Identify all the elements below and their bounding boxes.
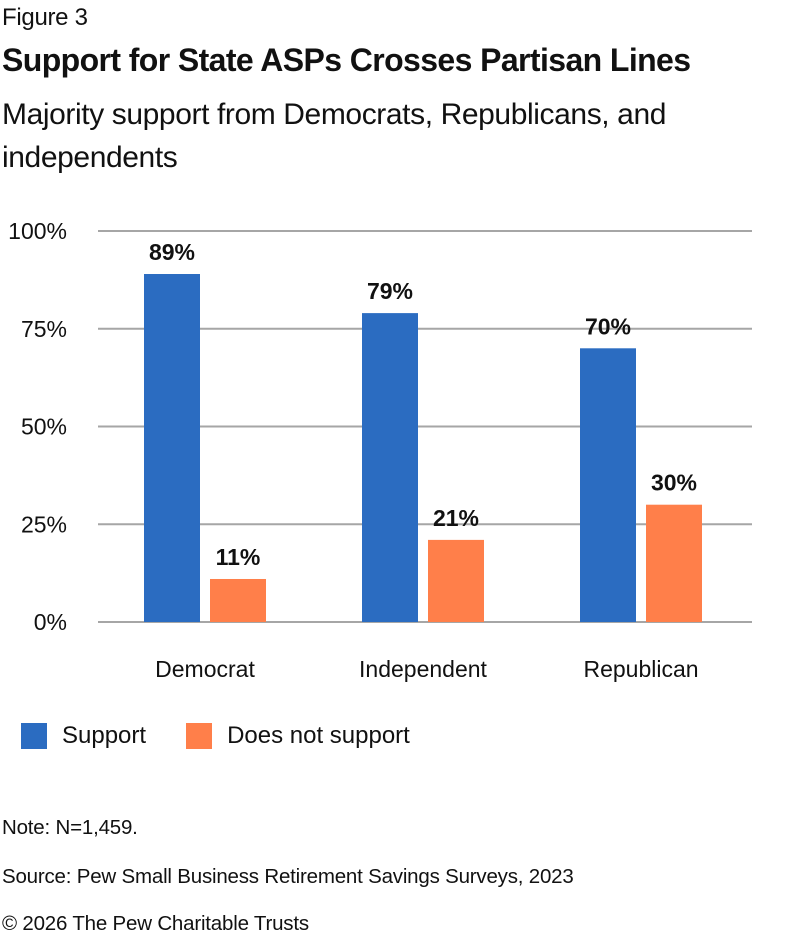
data-label-republican-support: 70% <box>585 313 631 339</box>
legend-swatch-support <box>21 723 47 749</box>
legend-item-does-not-support: Does not support <box>186 722 410 750</box>
x-tick-label-republican: Republican <box>583 656 698 682</box>
y-tick-label: 100% <box>8 218 67 244</box>
bars <box>144 274 702 622</box>
legend: Support Does not support <box>21 722 450 750</box>
bar-republican-does-not-support <box>646 504 702 622</box>
bar-democrat-does-not-support <box>210 578 266 622</box>
bar-independent-support <box>362 313 418 622</box>
data-labels: 89% 11% 79% 21% 70% 30% <box>149 239 697 570</box>
legend-item-support: Support <box>21 722 146 750</box>
data-label-independent-support: 79% <box>367 278 413 304</box>
legend-label-does-not-support: Does not support <box>227 722 410 749</box>
figure-label: Figure 3 <box>2 4 88 31</box>
bar-republican-support <box>580 348 636 622</box>
legend-label-support: Support <box>62 722 147 749</box>
data-label-republican-does-not-support: 30% <box>651 470 697 496</box>
y-tick-label: 50% <box>21 414 67 440</box>
bar-democrat-support <box>144 274 200 622</box>
note-text: Note: N=1,459. <box>2 816 138 839</box>
y-tick-label: 75% <box>21 316 67 342</box>
chart-title: Support for State ASPs Crosses Partisan … <box>2 42 691 78</box>
chart-subtitle: Majority support from Democrats, Republi… <box>2 98 667 174</box>
x-tick-label-independent: Independent <box>359 656 488 682</box>
bar-independent-does-not-support <box>428 539 484 622</box>
y-axis-ticks: 0% 25% 50% 75% 100% <box>8 218 67 635</box>
data-label-democrat-support: 89% <box>149 239 195 265</box>
x-tick-label-democrat: Democrat <box>155 656 255 682</box>
data-label-democrat-does-not-support: 11% <box>216 544 261 570</box>
legend-swatch-does-not-support <box>186 723 213 749</box>
copyright-text: © 2026 The Pew Charitable Trusts <box>2 912 309 935</box>
y-tick-label: 25% <box>21 511 67 537</box>
x-axis-ticks: Democrat Independent Republican <box>155 656 698 682</box>
bar-chart: 0% 25% 50% 75% 100% 89% 11% 79% 21% 70% 30% Democ… <box>8 218 752 682</box>
data-label-independent-does-not-support: 21% <box>433 505 479 531</box>
gridlines <box>98 230 752 623</box>
source-text: Source: Pew Small Business Retirement Sa… <box>2 865 574 888</box>
y-tick-label: 0% <box>34 609 67 635</box>
